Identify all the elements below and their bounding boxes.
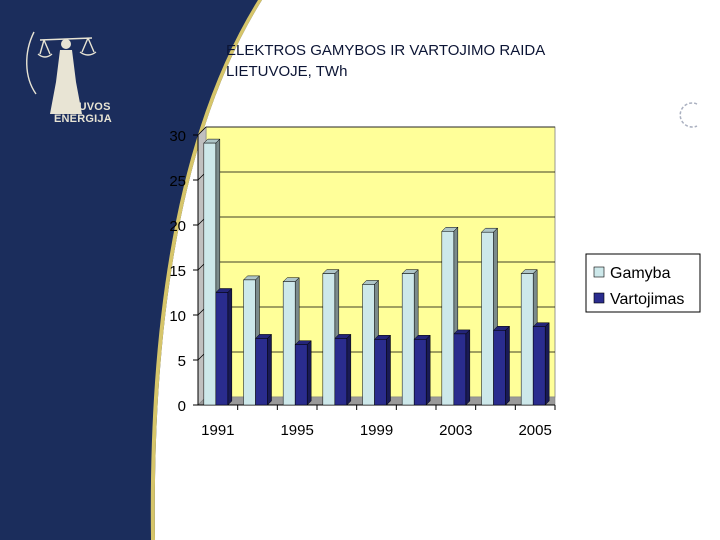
bar-gamyba	[441, 231, 455, 406]
bar-gamyba	[362, 284, 375, 406]
x-tick-label: 2005	[518, 422, 551, 439]
x-tick-label: 1995	[280, 422, 313, 439]
bar-gamyba	[481, 231, 494, 406]
bar-gamyba	[243, 279, 256, 406]
bar-gamyba	[203, 142, 217, 406]
bar-vartojimas-side	[346, 333, 352, 406]
bar-vartojimas	[374, 339, 387, 406]
bar-vartojimas	[413, 339, 427, 406]
bar-vartojimas-side	[465, 329, 471, 406]
bar-gamyba	[282, 281, 296, 406]
y-tick-label: 30	[169, 128, 186, 145]
bar-vartojimas-side	[544, 322, 550, 406]
bar-gamyba	[520, 273, 534, 406]
y-tick-label: 0	[178, 398, 186, 415]
legend-label: Vartojimas	[610, 291, 684, 308]
legend-swatch	[593, 266, 605, 278]
bar-vartojimas-side	[227, 287, 233, 406]
bar-vartojimas	[294, 344, 308, 406]
logo-text-line2: ENERGIJA	[54, 113, 112, 125]
slide-title: ELEKTROS GAMYBOS IR VARTOJIMO RAIDA LIET…	[226, 40, 666, 82]
y-tick-label: 20	[169, 218, 186, 235]
bar-vartojimas	[493, 330, 506, 406]
y-tick-label: 15	[169, 263, 186, 280]
title-line1: ELEKTROS GAMYBOS IR VARTOJIMO RAIDA	[226, 42, 546, 59]
legend-label: Gamyba	[610, 265, 671, 282]
legend-box	[585, 253, 701, 313]
themis-icon	[26, 31, 97, 114]
bar-vartojimas	[532, 326, 546, 406]
bar-vartojimas-side	[267, 333, 272, 406]
x-tick-label: 1999	[360, 422, 393, 439]
bar-vartojimas-side	[386, 334, 391, 406]
bar-vartojimas	[215, 292, 229, 406]
decorative-arc-icon	[679, 102, 698, 128]
bar-vartojimas-side	[425, 334, 431, 406]
title-line2: LIETUVOJE, TWh	[226, 63, 348, 80]
gridline-side	[197, 126, 207, 136]
bar-vartojimas-side	[306, 340, 312, 406]
legend-swatch	[593, 292, 605, 304]
bar-vartojimas	[255, 338, 268, 406]
x-tick-label: 1991	[201, 422, 234, 439]
bar-gamyba	[322, 273, 336, 406]
y-tick-label: 5	[178, 353, 186, 370]
bar-gamyba	[401, 273, 415, 406]
logo-text-line1: LIETUVOS	[54, 101, 111, 113]
bar-vartojimas-side	[505, 325, 510, 406]
y-tick-label: 25	[169, 173, 186, 190]
bar-vartojimas	[453, 333, 467, 406]
x-tick-label: 2003	[439, 422, 472, 439]
y-tick-label: 10	[169, 308, 186, 325]
bar-vartojimas	[334, 338, 348, 406]
